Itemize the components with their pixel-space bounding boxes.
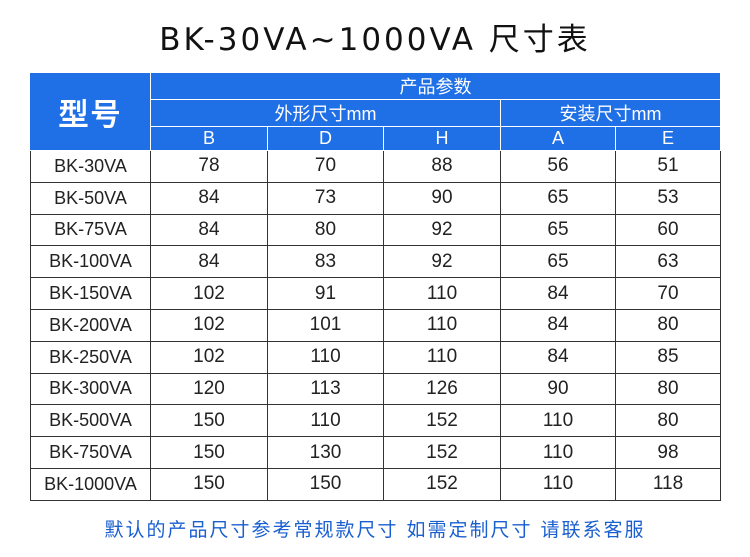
value-cell: 70 <box>615 277 721 310</box>
value-cell: 92 <box>383 213 501 247</box>
value-cell: 65 <box>500 181 616 215</box>
value-cell: 65 <box>500 245 616 279</box>
value-cell: 110 <box>383 308 501 342</box>
value-cell: 60 <box>615 213 721 247</box>
model-cell: BK-750VA <box>30 436 151 469</box>
value-cell: 84 <box>150 181 268 215</box>
value-cell: 63 <box>615 245 721 279</box>
value-cell: 56 <box>500 150 616 183</box>
model-cell: BK-75VA <box>30 213 151 247</box>
model-cell: BK-150VA <box>30 277 151 310</box>
model-cell: BK-200VA <box>30 308 151 342</box>
value-cell: 152 <box>383 467 501 501</box>
value-cell: 152 <box>383 404 501 438</box>
value-cell: 80 <box>615 308 721 342</box>
value-cell: 80 <box>267 213 384 247</box>
value-cell: 101 <box>267 308 384 342</box>
value-cell: 51 <box>615 150 721 183</box>
model-cell: BK-50VA <box>30 181 151 215</box>
value-cell: 150 <box>267 467 384 501</box>
value-cell: 65 <box>500 213 616 247</box>
value-cell: 110 <box>383 277 501 310</box>
table-row: BK-750VA 150 130 152 110 98 <box>30 436 721 469</box>
footer-note: 默认的产品尺寸参考常规款尺寸 如需定制尺寸 请联系客服 <box>104 519 646 541</box>
value-cell: 73 <box>267 181 384 215</box>
model-cell: BK-30VA <box>30 150 151 183</box>
model-cell: BK-100VA <box>30 245 151 279</box>
value-cell: 118 <box>615 467 721 501</box>
value-cell: 84 <box>150 213 268 247</box>
column-header: E <box>615 126 721 151</box>
value-cell: 78 <box>150 150 268 183</box>
value-cell: 90 <box>383 181 501 215</box>
table-row: BK-50VA 84 73 90 65 53 <box>30 181 721 215</box>
value-cell: 70 <box>267 150 384 183</box>
model-cell: BK-500VA <box>30 404 151 438</box>
title: BK-30VA~1000VA 尺寸表 <box>159 22 591 58</box>
value-cell: 152 <box>383 436 501 469</box>
value-cell: 84 <box>500 308 616 342</box>
value-cell: 102 <box>150 277 268 310</box>
value-cell: 90 <box>500 372 616 406</box>
value-cell: 110 <box>383 340 501 374</box>
value-cell: 98 <box>615 436 721 469</box>
table-row: BK-200VA 102 101 110 84 80 <box>30 308 721 342</box>
value-cell: 83 <box>267 245 384 279</box>
table-row: BK-300VA 120 113 126 90 80 <box>30 372 721 406</box>
value-cell: 80 <box>615 372 721 406</box>
table-row: BK-500VA 150 110 152 110 80 <box>30 404 721 438</box>
table-row: BK-100VA 84 83 92 65 63 <box>30 245 721 279</box>
value-cell: 88 <box>383 150 501 183</box>
subgroup-header: 安装尺寸mm <box>500 99 721 127</box>
value-cell: 102 <box>150 340 268 374</box>
value-cell: 92 <box>383 245 501 279</box>
table-row: BK-1000VA 150 150 152 110 118 <box>30 467 721 501</box>
value-cell: 120 <box>150 372 268 406</box>
value-cell: 110 <box>500 467 616 501</box>
value-cell: 110 <box>267 404 384 438</box>
value-cell: 110 <box>500 404 616 438</box>
value-cell: 84 <box>500 340 616 374</box>
model-cell: BK-250VA <box>30 340 151 374</box>
value-cell: 91 <box>267 277 384 310</box>
table-row: BK-75VA 84 80 92 65 60 <box>30 213 721 247</box>
model-cell: BK-1000VA <box>30 467 151 501</box>
value-cell: 85 <box>615 340 721 374</box>
value-cell: 150 <box>150 404 268 438</box>
column-header: H <box>383 126 501 151</box>
model-cell: BK-300VA <box>30 372 151 406</box>
value-cell: 102 <box>150 308 268 342</box>
model-header: 型号 <box>30 72 151 151</box>
subgroup-header: 外形尺寸mm <box>150 99 501 127</box>
value-cell: 150 <box>150 436 268 469</box>
table-row: BK-30VA 78 70 88 56 51 <box>30 150 721 183</box>
value-cell: 110 <box>267 340 384 374</box>
value-cell: 150 <box>150 467 268 501</box>
value-cell: 84 <box>150 245 268 279</box>
column-header: A <box>500 126 616 151</box>
value-cell: 126 <box>383 372 501 406</box>
table-row: BK-150VA 102 91 110 84 70 <box>30 277 721 310</box>
group-header: 产品参数 <box>150 72 721 100</box>
value-cell: 130 <box>267 436 384 469</box>
value-cell: 110 <box>500 436 616 469</box>
table-row: BK-250VA 102 110 110 84 85 <box>30 340 721 374</box>
column-header: B <box>150 126 268 151</box>
value-cell: 80 <box>615 404 721 438</box>
value-cell: 84 <box>500 277 616 310</box>
column-header: D <box>267 126 384 151</box>
value-cell: 113 <box>267 372 384 406</box>
value-cell: 53 <box>615 181 721 215</box>
